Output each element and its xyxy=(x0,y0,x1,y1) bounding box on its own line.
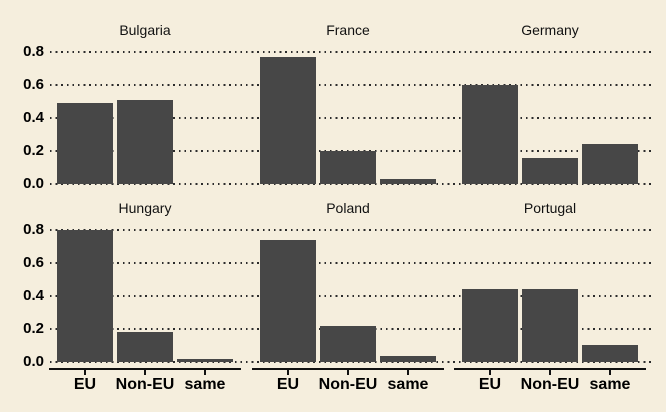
dotted-gridline xyxy=(50,262,652,264)
x-category-label-eu: EU xyxy=(276,376,300,393)
x-category-label-same: same xyxy=(184,376,226,393)
plot-area-hungary xyxy=(53,220,237,362)
y-tick-label: 0.0 xyxy=(23,353,44,370)
facet-title-france: France xyxy=(326,22,370,38)
dotted-gridline xyxy=(50,295,652,297)
facet-title-hungary: Hungary xyxy=(118,200,172,216)
x-axis-tick xyxy=(489,370,491,375)
bar-same xyxy=(582,144,638,184)
plot-area-france xyxy=(256,42,440,184)
dotted-gridline xyxy=(50,229,652,231)
y-tick-label: 0.6 xyxy=(23,76,44,93)
x-category-label-eu: EU xyxy=(73,376,97,393)
dotted-gridline xyxy=(50,117,652,119)
facet-title-germany: Germany xyxy=(521,22,579,38)
dotted-gridline xyxy=(50,361,652,363)
x-category-label-non-eu: Non-EU xyxy=(318,376,378,393)
bar-eu xyxy=(260,240,316,362)
x-axis-line xyxy=(252,368,444,370)
x-axis-line xyxy=(49,368,241,370)
dotted-gridline xyxy=(50,51,652,53)
y-tick-label: 0.4 xyxy=(23,109,44,126)
bar-eu xyxy=(57,230,113,362)
dotted-gridline xyxy=(50,183,652,185)
x-category-label-eu: EU xyxy=(478,376,502,393)
x-axis-tick xyxy=(407,370,409,375)
y-tick-label: 0.6 xyxy=(23,254,44,271)
bar-non-eu xyxy=(117,332,173,362)
bar-eu xyxy=(462,289,518,362)
bar-non-eu xyxy=(117,100,173,184)
x-category-label-non-eu: Non-EU xyxy=(115,376,175,393)
bar-non-eu xyxy=(522,289,578,362)
x-axis-tick xyxy=(347,370,349,375)
y-tick-label: 0.4 xyxy=(23,287,44,304)
bar-eu xyxy=(260,57,316,184)
x-axis-tick xyxy=(549,370,551,375)
plot-area-poland xyxy=(256,220,440,362)
bar-same xyxy=(380,179,436,184)
plot-area-portugal xyxy=(458,220,642,362)
y-tick-label: 0.8 xyxy=(23,43,44,60)
facet-title-bulgaria: Bulgaria xyxy=(119,22,171,38)
y-tick-label: 0.8 xyxy=(23,221,44,238)
facet-title-portugal: Portugal xyxy=(523,200,577,216)
x-axis-tick xyxy=(84,370,86,375)
x-category-label-non-eu: Non-EU xyxy=(520,376,580,393)
dotted-gridline xyxy=(50,84,652,86)
x-axis-tick xyxy=(609,370,611,375)
x-axis-tick xyxy=(287,370,289,375)
facet-title-poland: Poland xyxy=(326,200,370,216)
y-tick-label: 0.2 xyxy=(23,320,44,337)
y-tick-label: 0.0 xyxy=(23,175,44,192)
bar-same xyxy=(380,356,436,362)
x-axis-line xyxy=(454,368,646,370)
y-tick-label: 0.2 xyxy=(23,142,44,159)
x-axis-tick xyxy=(204,370,206,375)
x-category-label-same: same xyxy=(387,376,429,393)
bar-eu xyxy=(57,103,113,184)
bar-non-eu xyxy=(522,158,578,184)
bar-eu xyxy=(462,85,518,184)
bar-non-eu xyxy=(320,151,376,184)
x-category-label-same: same xyxy=(589,376,631,393)
plot-area-bulgaria xyxy=(53,42,237,184)
x-axis-tick xyxy=(144,370,146,375)
bar-same xyxy=(582,345,638,362)
bar-non-eu xyxy=(320,326,376,362)
plot-area-germany xyxy=(458,42,642,184)
bar-same xyxy=(177,359,233,362)
